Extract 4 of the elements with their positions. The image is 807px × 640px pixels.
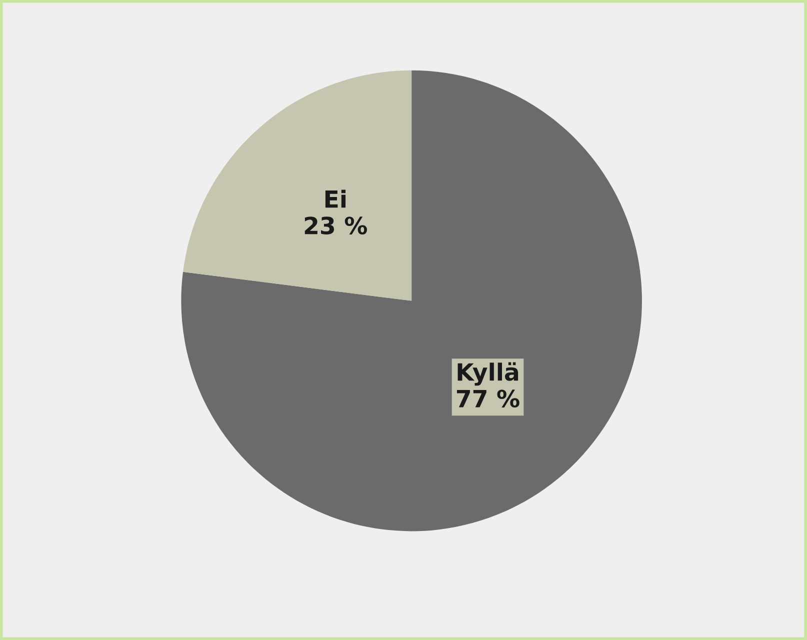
data-label: 77 % (456, 390, 520, 408)
slice-label: Ei (325, 190, 346, 208)
slice-label: Kyllä (458, 362, 518, 386)
data-label: 23 % (304, 216, 368, 234)
